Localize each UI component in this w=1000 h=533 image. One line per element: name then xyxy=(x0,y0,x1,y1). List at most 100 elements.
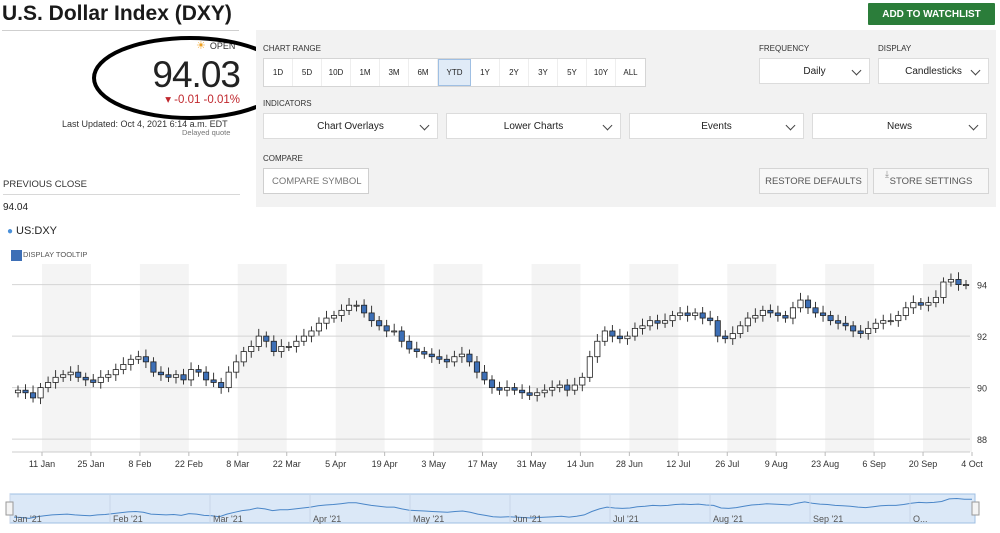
store-settings-button[interactable]: ⤓ STORE SETTINGS xyxy=(873,168,989,194)
candle-body xyxy=(541,389,548,394)
range-button-ytd[interactable]: YTD xyxy=(438,59,471,86)
x-tick-label: 3 May xyxy=(421,459,446,469)
candle-body xyxy=(865,327,872,334)
candle-body xyxy=(428,353,435,358)
range-button-1m[interactable]: 1M xyxy=(351,59,380,86)
display-tooltip-label: DISPLAY TOOLTIP xyxy=(23,250,88,259)
navigator-month-label: May '21 xyxy=(413,514,444,524)
candle-body xyxy=(564,384,571,391)
candle-body xyxy=(263,335,270,342)
candle-body xyxy=(752,315,759,319)
candle-body xyxy=(82,376,89,381)
compare-symbol-input[interactable] xyxy=(263,168,369,194)
lower-charts-dropdown[interactable]: Lower Charts xyxy=(446,113,621,139)
range-button-6m[interactable]: 6M xyxy=(409,59,438,86)
candle-body xyxy=(398,330,405,342)
candle-body xyxy=(353,304,360,307)
candle-body xyxy=(699,312,706,319)
candle-body xyxy=(609,330,616,337)
candle-body xyxy=(233,361,240,373)
candle-body xyxy=(218,382,225,389)
candle-body xyxy=(857,330,864,334)
candle-body xyxy=(376,320,383,327)
candle-body xyxy=(421,351,428,355)
candle-body xyxy=(451,356,458,363)
candle-body xyxy=(120,364,127,370)
display-dropdown[interactable]: Candlesticks xyxy=(878,58,989,84)
range-button-5y[interactable]: 5Y xyxy=(558,59,587,86)
candle-body xyxy=(60,374,67,378)
candle-body xyxy=(308,330,315,337)
events-dropdown[interactable]: Events xyxy=(629,113,804,139)
candle-body xyxy=(887,320,894,323)
candle-body xyxy=(105,374,112,378)
x-tick-label: 8 Feb xyxy=(128,459,151,469)
range-navigator[interactable]: Jan '21 Feb '21 Mar '21 Apr '21 May '21 Jun '… xyxy=(0,491,1000,529)
chart-range-label: CHART RANGE xyxy=(263,44,321,53)
navigator-right-handle[interactable] xyxy=(971,501,980,516)
candle-body xyxy=(631,327,638,337)
range-button-3m[interactable]: 3M xyxy=(380,59,409,86)
candle-body xyxy=(285,346,292,348)
page-title: U.S. Dollar Index (DXY) xyxy=(2,2,232,25)
candle-body xyxy=(624,335,631,340)
chart-overlays-dropdown[interactable]: Chart Overlays xyxy=(263,113,438,139)
candle-body xyxy=(759,309,766,316)
price-value: 94.03 xyxy=(152,54,241,95)
price-chart: 88 90 92 94 11 Jan 25 Jan 8 Feb 22 Feb 8 Mar 22 … xyxy=(12,264,987,469)
candle-body xyxy=(895,315,902,322)
candle-body xyxy=(112,369,119,376)
candle-body xyxy=(654,320,661,324)
range-button-all[interactable]: ALL xyxy=(623,68,638,77)
range-button-1y[interactable]: 1Y xyxy=(471,59,500,86)
x-tick-label: 22 Mar xyxy=(273,459,301,469)
add-to-watchlist-button[interactable]: ADD TO WATCHLIST xyxy=(868,3,995,25)
candle-body xyxy=(473,361,480,373)
candle-body xyxy=(789,307,796,319)
y-tick-label: 92 xyxy=(977,332,987,342)
restore-defaults-button[interactable]: RESTORE DEFAULTS xyxy=(759,168,868,194)
candle-body xyxy=(827,315,834,322)
x-tick-label: 14 Jun xyxy=(567,459,594,469)
range-button-10d[interactable]: 10D xyxy=(322,59,351,86)
x-tick-label: 17 May xyxy=(468,459,498,469)
candle-body xyxy=(150,361,157,373)
x-tick-label: 19 Apr xyxy=(372,459,398,469)
news-dropdown[interactable]: News xyxy=(812,113,987,139)
candle-body xyxy=(835,320,842,324)
candle-body xyxy=(466,353,473,363)
x-tick-label: 11 Jan xyxy=(29,459,55,469)
series-dot-icon: ● xyxy=(7,226,14,237)
sun-icon: ☀ xyxy=(196,40,206,52)
candle-body xyxy=(330,315,338,319)
x-tick-label: 23 Aug xyxy=(811,459,839,469)
navigator-line xyxy=(13,497,972,519)
candle-body xyxy=(774,312,781,316)
candle-body xyxy=(142,356,149,363)
range-button-10y[interactable]: 10Y xyxy=(587,59,616,86)
chevron-down-icon xyxy=(968,120,979,131)
frequency-dropdown[interactable]: Daily xyxy=(759,58,870,84)
candle-body xyxy=(714,320,721,337)
candle-body xyxy=(22,389,29,394)
candle-body xyxy=(519,389,526,394)
display-tooltip-checkbox[interactable] xyxy=(11,250,22,261)
candle-body xyxy=(729,333,736,340)
candle-body xyxy=(917,302,924,306)
candle-body xyxy=(278,346,285,352)
candle-body xyxy=(707,317,714,322)
previous-close-value: 94.04 xyxy=(3,202,29,213)
range-button-1d[interactable]: 1D xyxy=(264,59,293,86)
range-button-3y[interactable]: 3Y xyxy=(529,59,558,86)
navigator-left-handle[interactable] xyxy=(5,501,14,516)
candle-body xyxy=(812,307,819,314)
range-button-5d[interactable]: 5D xyxy=(293,59,322,86)
candle-body xyxy=(240,351,247,363)
candle-body xyxy=(962,284,970,287)
candle-body xyxy=(300,335,307,342)
candle-body xyxy=(556,384,563,389)
range-button-2y[interactable]: 2Y xyxy=(500,59,529,86)
navigator-month-label: Jan '21 xyxy=(13,514,42,524)
chevron-down-icon xyxy=(419,120,430,131)
chevron-down-icon xyxy=(851,65,862,76)
